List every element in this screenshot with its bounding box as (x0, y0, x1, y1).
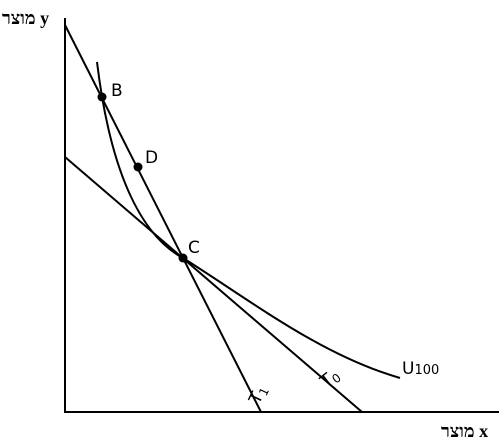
point-d (133, 162, 143, 172)
indifference-curve (96, 61, 401, 379)
budget-line-t1 (64, 24, 262, 413)
budget-line-t0 (64, 156, 363, 413)
y-axis-label: מוצר y (2, 8, 49, 28)
curve-label: T0 (316, 365, 344, 393)
point-label: D (145, 148, 158, 168)
curve-subscript: 100 (414, 363, 439, 378)
point-c (178, 253, 188, 263)
point-label: B (111, 81, 123, 101)
curve-name: U (402, 359, 414, 379)
point-label: C (188, 238, 200, 258)
curve-label: U100 (402, 359, 439, 379)
point-b (97, 92, 107, 102)
x-axis-label: מוצר x (441, 421, 488, 440)
